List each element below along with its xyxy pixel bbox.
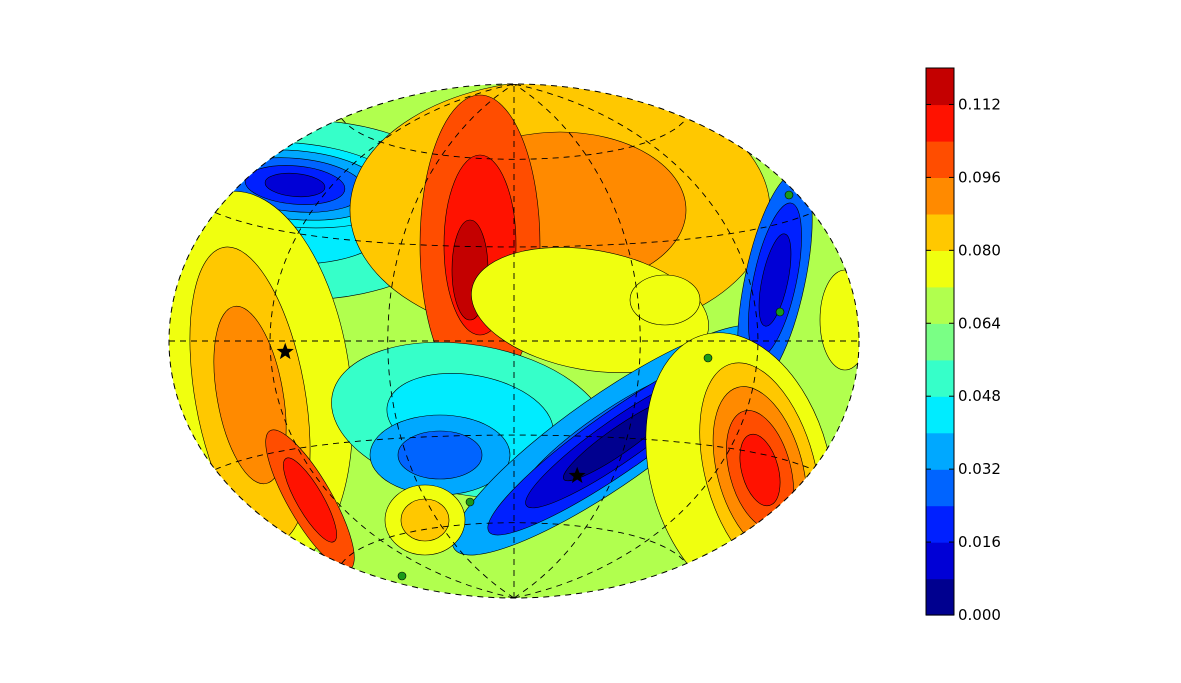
colorbar-swatch [926, 104, 954, 142]
right-yellow-lobe-region [629, 274, 701, 326]
contour-level-9 [819, 269, 859, 371]
colorbar-tick-label: 0.080 [958, 241, 1001, 259]
colorbar-swatch [926, 396, 954, 434]
star-marker [276, 342, 294, 360]
colorbar-swatch [926, 359, 954, 397]
colorbar-swatch [926, 578, 954, 616]
meridian-line [387, 84, 515, 598]
colorbar-ticks: 0.000 0.016 0.032 0.048 0.064 0.080 0.096 0.112 [926, 95, 1001, 624]
colorbar-tick-label: 0.000 [958, 606, 1001, 624]
meridian-line [269, 84, 515, 598]
colorbar-swatch [926, 177, 954, 215]
contour-level-13 [283, 457, 337, 543]
bottom-yellow-lobe-region [384, 484, 466, 556]
colorbar-frame [925, 67, 955, 616]
colorbar-tick-label: 0.064 [958, 314, 1001, 332]
star-markers [276, 342, 586, 483]
singularity-points [397, 190, 794, 581]
colorbar-swatch [926, 469, 954, 507]
map-border [168, 83, 860, 599]
contour-level-10 [400, 498, 450, 542]
colorbar-tick-label: 0.016 [958, 533, 1001, 551]
parallel-line [215, 434, 813, 470]
contour-regions [169, 84, 859, 598]
colorbar-swatch [926, 505, 954, 543]
contour-level-1 [758, 233, 792, 327]
colorbar-swatch [926, 286, 954, 324]
singular-point [465, 497, 475, 507]
sky-map [169, 84, 859, 598]
colorbar-swatch [926, 432, 954, 470]
meridian-line [513, 84, 641, 598]
colorbar-swatch [926, 68, 954, 106]
colorbar-tick-label: 0.096 [958, 168, 1001, 186]
center-blue-region [369, 414, 511, 496]
colorbar-tick-label: 0.048 [958, 387, 1001, 405]
colorbar-tick-label: 0.032 [958, 460, 1001, 478]
contour-level-1 [264, 172, 326, 198]
colorbar-swatch [926, 323, 954, 361]
colorbar: 0.000 0.016 0.032 0.048 0.064 0.080 0.096 0.112 [925, 67, 1001, 624]
colorbar-tick-label: 0.112 [958, 95, 1001, 113]
far-right-yellow-region [819, 269, 859, 371]
colorbar-swatch [926, 140, 954, 178]
colorbar-swatch [926, 250, 954, 288]
contour-level-9 [629, 274, 701, 326]
colorbar-swatches [926, 68, 954, 616]
singular-point [397, 571, 407, 581]
singular-point [703, 353, 713, 363]
contour-level-3 [397, 430, 483, 480]
colorbar-swatch [926, 542, 954, 580]
colorbar-swatch [926, 213, 954, 251]
singular-point [775, 307, 785, 317]
graticule-lines [169, 84, 859, 598]
star-marker [568, 466, 586, 483]
meridian-line [513, 84, 759, 598]
singular-point [784, 190, 794, 200]
